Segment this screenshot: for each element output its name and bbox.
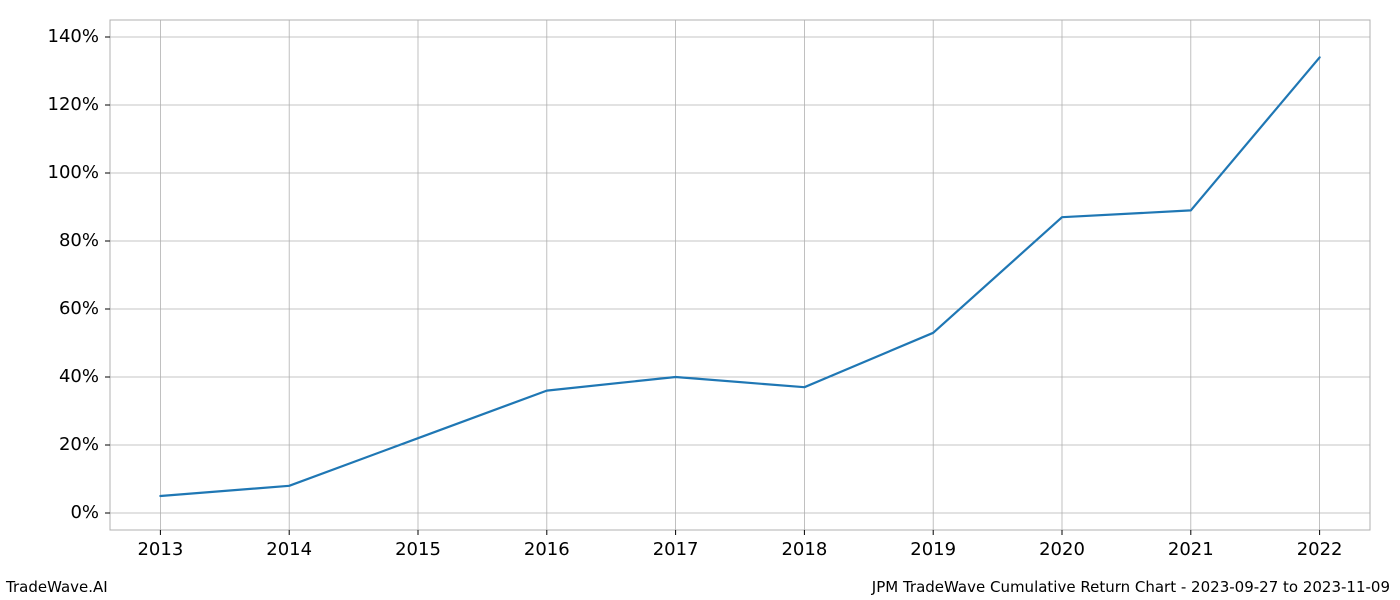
x-tick-label: 2016 (524, 539, 570, 560)
footer-left-text: TradeWave.AI (6, 578, 108, 596)
y-tick-label: 140% (48, 26, 99, 47)
line-chart: 0% 20% 40% 60% 80% 100% 120% 140% 2013 2014 2015 20… (0, 0, 1400, 600)
y-tick-label: 0% (70, 502, 99, 523)
chart-container: 0% 20% 40% 60% 80% 100% 120% 140% 2013 2014 2015 20… (0, 0, 1400, 600)
y-tick-label: 20% (59, 434, 99, 455)
x-tick-label: 2017 (653, 539, 699, 560)
chart-background (0, 0, 1400, 600)
y-tick-label: 80% (59, 230, 99, 251)
x-tick-label: 2020 (1039, 539, 1085, 560)
x-tick-label: 2014 (266, 539, 312, 560)
x-tick-label: 2015 (395, 539, 441, 560)
y-tick-label: 120% (48, 94, 99, 115)
y-tick-label: 100% (48, 162, 99, 183)
x-tick-label: 2018 (781, 539, 827, 560)
x-tick-label: 2022 (1297, 539, 1343, 560)
y-tick-label: 40% (59, 366, 99, 387)
x-tick-label: 2013 (137, 539, 183, 560)
footer-right-text: JPM TradeWave Cumulative Return Chart - … (872, 578, 1390, 596)
x-tick-label: 2021 (1168, 539, 1214, 560)
x-tick-label: 2019 (910, 539, 956, 560)
y-tick-label: 60% (59, 298, 99, 319)
